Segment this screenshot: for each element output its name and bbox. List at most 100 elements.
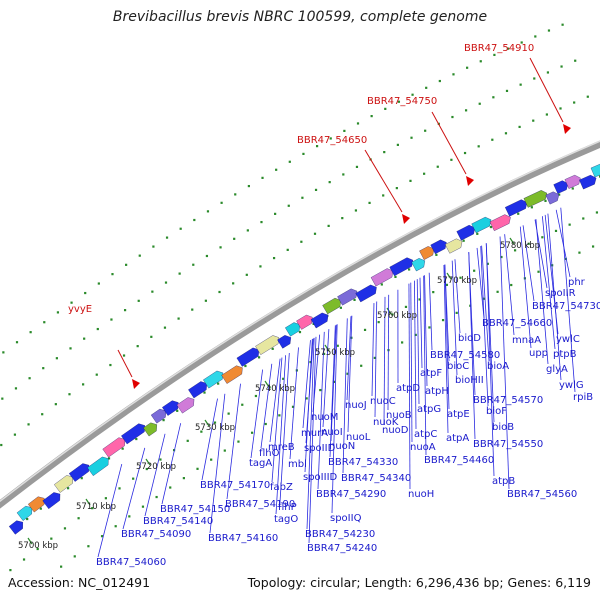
- guide-dot: [68, 393, 71, 396]
- gene-arrow: [322, 297, 342, 315]
- guide-dot: [546, 71, 550, 74]
- red-gene-label: BBR47_54650: [297, 135, 367, 146]
- gene-arrow: [545, 191, 560, 205]
- guide-dot: [564, 257, 567, 261]
- gene-label: BBR47_54150: [160, 504, 230, 515]
- guide-dot: [165, 236, 169, 239]
- guide-dot: [218, 290, 221, 294]
- guide-dot: [313, 232, 317, 235]
- tick-mark: [324, 344, 330, 352]
- gene-label: flhP: [278, 502, 297, 513]
- gene-arrow: [42, 492, 61, 510]
- guide-dot: [107, 457, 111, 460]
- guide-dot: [438, 79, 441, 83]
- guide-dot: [298, 330, 302, 334]
- gene-label: BBR47_54730: [532, 301, 600, 312]
- gene-label: BBR47_54140: [143, 516, 213, 527]
- guide-dot: [530, 206, 533, 209]
- guide-dot: [452, 73, 455, 76]
- guide-dot: [554, 229, 558, 233]
- gene-label: nuoK: [373, 417, 399, 428]
- tick-mark: [145, 458, 151, 466]
- gene-label: upp: [529, 348, 548, 359]
- gene-label: spoIIID: [303, 472, 338, 483]
- guide-dot: [401, 341, 404, 344]
- tick-mark: [27, 537, 33, 545]
- guide-dot: [473, 269, 476, 272]
- guide-dot: [319, 388, 322, 392]
- red-label-line: [364, 149, 403, 213]
- guide-dot: [404, 305, 408, 308]
- gene-label-line: [408, 283, 411, 490]
- gene-label-line: [555, 209, 571, 278]
- gene-label-line: [289, 347, 299, 460]
- gene-label-line: [306, 337, 315, 530]
- guide-dot: [245, 273, 248, 276]
- guide-dot: [60, 565, 63, 568]
- gene-arrow: [203, 370, 224, 389]
- guide-dot: [275, 168, 278, 171]
- guide-dot: [56, 311, 60, 314]
- guide-dot: [328, 181, 331, 184]
- guide-dot: [541, 236, 544, 239]
- guide-dot: [217, 382, 220, 385]
- guide-dot: [63, 527, 67, 530]
- guide-dot: [462, 239, 465, 242]
- guide-dot: [186, 439, 189, 442]
- guide-dot: [291, 405, 295, 408]
- guide-dot: [179, 227, 182, 230]
- gene-label-line: [476, 247, 485, 319]
- gene-label: atpG: [417, 404, 441, 415]
- guide-dot: [109, 363, 112, 367]
- guide-dot: [0, 443, 3, 447]
- guide-dot: [137, 299, 140, 302]
- gene-label: fabZ: [270, 482, 293, 493]
- gene-arrow: [389, 257, 414, 277]
- gene-label-line: [387, 294, 390, 411]
- red-marker: [466, 176, 474, 186]
- guide-dot: [182, 477, 185, 480]
- guide-dot: [55, 357, 58, 360]
- guide-dot: [582, 217, 585, 220]
- gene-label: nuoM: [311, 412, 338, 423]
- gene-arrow: [411, 258, 426, 272]
- guide-dot: [191, 308, 194, 311]
- gene-label-line: [275, 355, 287, 515]
- guide-dot: [428, 326, 431, 329]
- guide-dot: [342, 173, 345, 176]
- gene-arrow: [255, 335, 280, 355]
- guide-dot: [533, 77, 536, 80]
- guide-dot: [192, 263, 195, 266]
- guide-dot: [591, 245, 595, 248]
- guide-dot: [247, 184, 250, 188]
- guide-dot: [286, 248, 289, 251]
- guide-dot: [205, 254, 209, 258]
- guide-dot: [559, 107, 562, 110]
- guide-dot: [353, 298, 356, 301]
- guide-dot: [360, 364, 363, 367]
- guide-dot: [520, 41, 523, 44]
- tick-mark: [204, 419, 210, 427]
- guide-dot: [432, 291, 435, 294]
- gene-label-line: [317, 331, 325, 490]
- gene-label-line: [374, 301, 378, 418]
- gene-arrow: [16, 505, 33, 521]
- guide-dot: [110, 318, 113, 321]
- guide-dot: [104, 497, 107, 500]
- gene-label: BBR47_54550: [473, 439, 543, 450]
- gene-label: bioC: [447, 361, 469, 372]
- gene-label: BBR47_54240: [307, 543, 377, 554]
- gene-arrow: [121, 423, 145, 445]
- gene-label: BBR47_54170: [200, 480, 270, 491]
- guide-dot: [519, 83, 522, 86]
- guide-dot: [418, 298, 421, 301]
- gene-label-line: [547, 213, 562, 381]
- gene-label: mbl: [288, 459, 307, 470]
- gene-label-line: [97, 463, 123, 558]
- gene-label: nuoD: [382, 425, 409, 436]
- guide-dot: [578, 251, 581, 254]
- gene-arrow: [27, 496, 45, 513]
- guide-dot: [336, 344, 339, 347]
- guide-dot: [395, 187, 398, 190]
- guide-dot: [250, 431, 254, 434]
